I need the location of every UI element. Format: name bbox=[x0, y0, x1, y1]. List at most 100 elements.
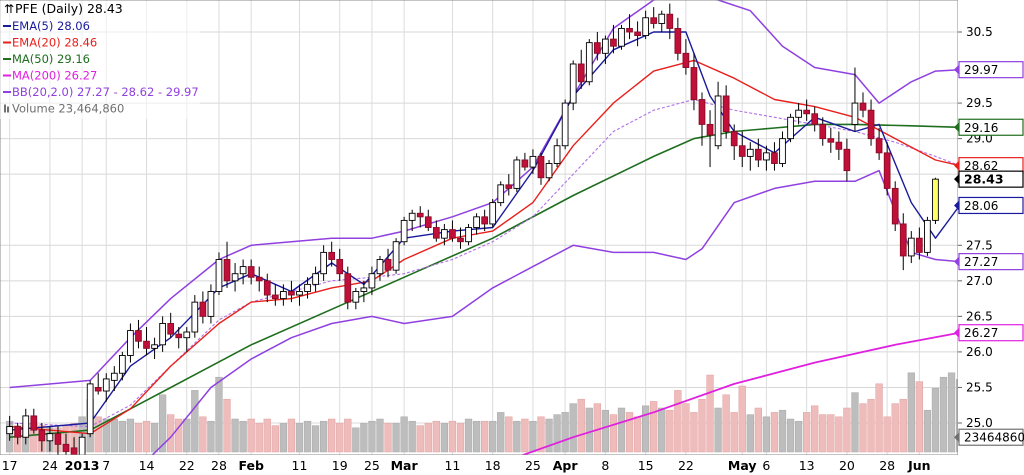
price-tag-pointer bbox=[954, 200, 959, 211]
candle-body bbox=[779, 138, 786, 164]
ema5-line bbox=[9, 31, 961, 431]
volume-bar bbox=[545, 418, 553, 453]
volume-bar bbox=[215, 376, 223, 453]
candle-body bbox=[851, 102, 859, 125]
candle-body bbox=[465, 227, 472, 243]
volume-bar bbox=[714, 407, 722, 453]
volume-bar bbox=[754, 407, 762, 453]
volume-bar bbox=[867, 398, 875, 453]
volume-bar bbox=[633, 416, 642, 453]
price-tag-label: 27.27 bbox=[964, 255, 998, 269]
candle-body bbox=[328, 251, 336, 260]
candle-body bbox=[175, 333, 183, 339]
candle-body bbox=[247, 266, 255, 278]
volume-bar bbox=[231, 418, 239, 453]
candle-body bbox=[288, 291, 295, 296]
price-tag-label: 28.62 bbox=[964, 159, 998, 173]
volume-bar bbox=[102, 418, 110, 453]
volume-bar bbox=[464, 418, 473, 453]
volume-bar bbox=[569, 403, 577, 453]
legend-label: EMA(20) 28.46 bbox=[12, 36, 97, 50]
x-tick-label: 28 bbox=[211, 458, 227, 473]
candle-body bbox=[255, 276, 263, 282]
candle-body bbox=[191, 301, 199, 333]
candle-body bbox=[593, 42, 601, 54]
candle-body bbox=[312, 273, 319, 285]
candle-body bbox=[271, 294, 279, 300]
candle-body bbox=[6, 426, 14, 435]
x-tick-label: 14 bbox=[139, 458, 155, 473]
candle-body bbox=[14, 426, 22, 438]
volume-bar bbox=[271, 425, 279, 453]
volume-bar bbox=[561, 412, 569, 453]
volume-bar bbox=[593, 403, 601, 453]
candle-body bbox=[62, 443, 70, 452]
volume-bar bbox=[738, 385, 746, 453]
price-tag: 28.43 bbox=[954, 170, 1024, 188]
candle-body bbox=[722, 95, 730, 132]
volume-bar bbox=[658, 407, 666, 453]
x-tick-label: 13 bbox=[799, 458, 815, 473]
legend-item: MA(50) 29.16 bbox=[3, 52, 90, 66]
candle-body bbox=[626, 27, 633, 33]
volume-bar bbox=[786, 418, 795, 453]
x-axis-background bbox=[0, 455, 958, 475]
candle-body bbox=[650, 17, 658, 24]
volume-bar bbox=[344, 418, 352, 453]
legend-item: Volume 23,464,860 bbox=[4, 102, 124, 116]
candle-body bbox=[907, 237, 915, 257]
candle-body bbox=[642, 17, 649, 36]
x-tick-label: 15 bbox=[638, 458, 654, 473]
x-tick-label: 24 bbox=[42, 458, 58, 473]
legend-swatch bbox=[4, 104, 6, 113]
volume-bar bbox=[915, 381, 923, 453]
volume-bar bbox=[811, 405, 819, 453]
volume-bar bbox=[682, 403, 690, 453]
price-tag: 26.27 bbox=[954, 324, 1024, 342]
candle-body bbox=[392, 241, 400, 271]
volume-bar bbox=[505, 416, 513, 453]
x-tick-label: 19 bbox=[332, 458, 348, 473]
volume-bar bbox=[158, 394, 167, 453]
ema20-line bbox=[9, 59, 960, 435]
candle-body bbox=[835, 141, 843, 150]
candle-body bbox=[336, 259, 344, 275]
y-tick-label: 25.0 bbox=[966, 416, 993, 430]
candle-body bbox=[457, 237, 464, 243]
candle-body bbox=[400, 219, 408, 243]
volume-bar bbox=[650, 401, 658, 453]
candle-body bbox=[610, 38, 617, 47]
chart-title-text: PFE (Daily) 28.43 bbox=[15, 1, 123, 16]
volume-bar bbox=[698, 398, 706, 453]
candle-body bbox=[602, 38, 609, 54]
legend-label: MA(200) 26.27 bbox=[12, 69, 97, 83]
volume-bar bbox=[279, 423, 288, 453]
volume-bar bbox=[803, 412, 811, 453]
x-tick-label: 25 bbox=[525, 458, 541, 473]
candle-body bbox=[127, 330, 134, 356]
candle-body bbox=[239, 266, 247, 275]
volume-bar bbox=[408, 420, 416, 453]
candle-body bbox=[843, 148, 851, 172]
x-tick-label: Jun bbox=[907, 458, 930, 473]
price-tag: 28.62 bbox=[954, 157, 1024, 175]
volume-bar bbox=[448, 420, 457, 453]
volume-bar bbox=[899, 398, 907, 453]
candle-body bbox=[690, 67, 698, 100]
candle-body bbox=[787, 116, 794, 140]
price-tag-label: 23464860 bbox=[964, 431, 1024, 445]
volume-bar bbox=[513, 420, 521, 453]
volume-bar bbox=[352, 427, 360, 453]
volume-bar bbox=[424, 423, 432, 453]
candle-body bbox=[795, 109, 802, 118]
candle-body bbox=[86, 383, 94, 435]
candle-body bbox=[682, 52, 690, 68]
x-tick-label: 2013 bbox=[65, 458, 100, 473]
candle-body bbox=[296, 291, 303, 296]
x-tick-label: Feb bbox=[238, 458, 264, 473]
candle-body bbox=[151, 344, 158, 349]
candle-body bbox=[376, 259, 384, 275]
x-tick-label: 17 bbox=[2, 458, 18, 473]
candle-body bbox=[763, 152, 770, 161]
